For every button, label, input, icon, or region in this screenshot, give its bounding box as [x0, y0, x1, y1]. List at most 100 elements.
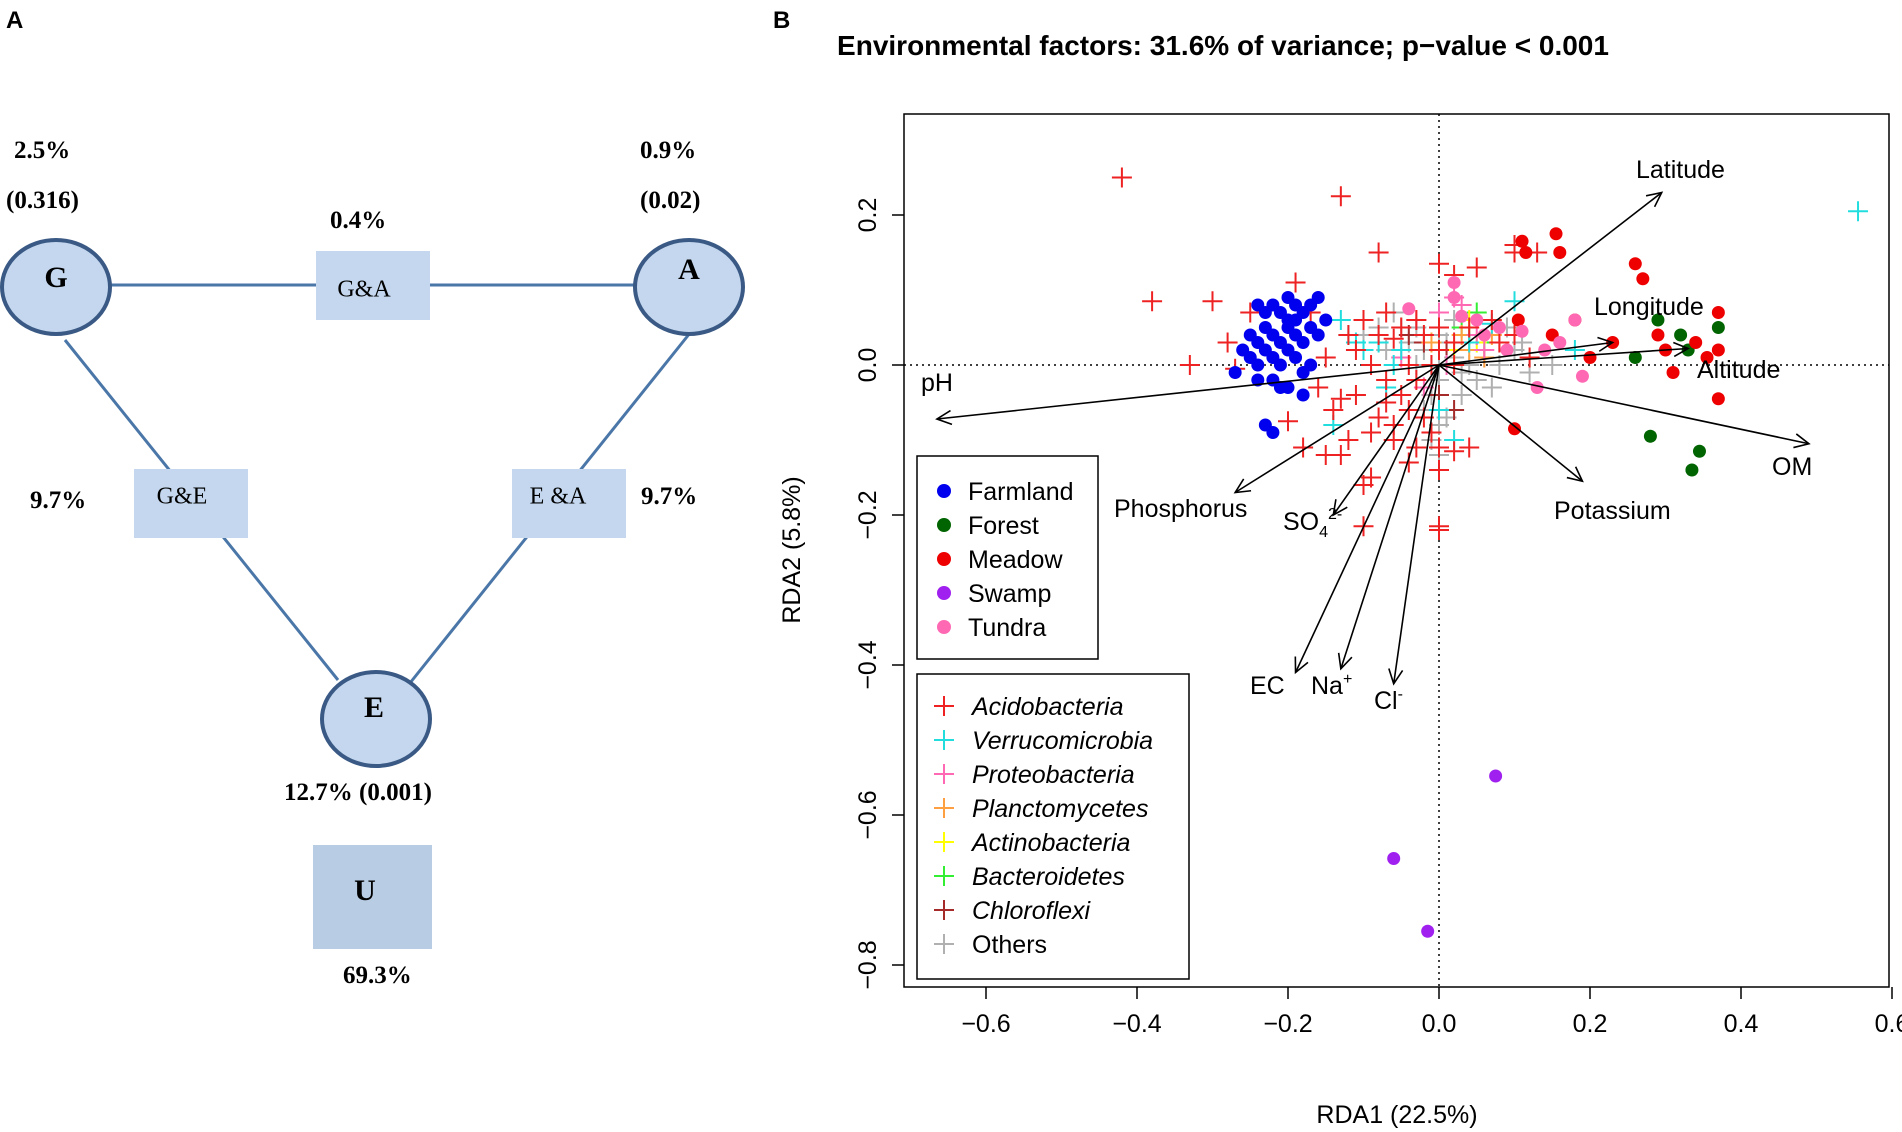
- taxon-point-acidobacteria: [1429, 460, 1449, 480]
- site-point-meadow: [1583, 351, 1597, 364]
- site-point-meadow: [1515, 234, 1529, 248]
- site-point-tundra: [1447, 276, 1461, 289]
- taxon-point-others: [1481, 377, 1502, 398]
- panel-b-label: B: [773, 7, 790, 34]
- legend-marker-verrucomicrobia: [934, 730, 954, 750]
- node-u-label: U: [354, 874, 376, 907]
- taxon-point-acidobacteria: [1179, 355, 1200, 375]
- taxon-point-acidobacteria: [1323, 400, 1344, 420]
- taxon-point-acidobacteria: [1278, 411, 1298, 432]
- taxon-point-acidobacteria: [1398, 452, 1419, 473]
- y-tick-label: 0.0: [854, 348, 882, 383]
- site-point-tundra: [1470, 313, 1484, 327]
- node-u: [313, 845, 432, 949]
- legend-label-actinobacteria: Actinobacteria: [970, 829, 1131, 857]
- taxon-point-acidobacteria: [1481, 310, 1502, 330]
- stat-u-percent: 69.3%: [343, 962, 412, 989]
- site-point-forest: [1711, 321, 1725, 334]
- site-point-meadow: [1700, 351, 1714, 364]
- site-point-meadow: [1711, 392, 1725, 406]
- taxon-point-acidobacteria: [1353, 310, 1374, 330]
- site-point-farmland: [1273, 358, 1287, 372]
- y-tick-label: 0.2: [854, 198, 882, 233]
- site-point-farmland: [1319, 313, 1333, 327]
- legend-marker-meadow: [937, 552, 951, 566]
- taxon-point-acidobacteria: [1429, 437, 1449, 458]
- legend-marker-chloroflexi: [934, 900, 954, 920]
- taxon-point-acidobacteria: [1398, 355, 1419, 375]
- taxa-points: [1111, 167, 1869, 540]
- taxon-point-acidobacteria: [1111, 167, 1132, 188]
- legend-marker-farmland: [937, 484, 951, 498]
- legend-marker-planctomycetes: [934, 798, 954, 818]
- vector-arrow-cl: [1388, 364, 1440, 686]
- vector-arrow-potassium: [1438, 364, 1584, 483]
- site-point-swamp: [1421, 924, 1435, 938]
- taxon-point-others: [1542, 355, 1563, 375]
- site-point-farmland: [1251, 373, 1265, 387]
- vector-label-om: OM: [1772, 453, 1812, 481]
- site-point-farmland: [1289, 313, 1303, 327]
- axis-ticks: −0.6 −0.4 −0.2 0.0 0.2 0.4 0.6 −0.8 −0.6 −0.4 −0.2…: [854, 198, 1902, 1038]
- legend-label-tundra: Tundra: [968, 614, 1046, 642]
- taxon-point-acidobacteria: [1459, 437, 1480, 458]
- taxon-point-acidobacteria: [1421, 422, 1442, 443]
- legend-label-farmland: Farmland: [968, 478, 1074, 506]
- vector-label-ph: pH: [921, 369, 953, 397]
- site-point-tundra: [1515, 324, 1529, 338]
- x-axis-label: RDA1 (22.5%): [1316, 1101, 1477, 1129]
- vector-label-latitude: Latitude: [1636, 156, 1725, 184]
- taxon-point-acidobacteria: [1315, 347, 1336, 368]
- taxon-point-acidobacteria: [1330, 186, 1351, 207]
- taxon-point-acidobacteria: [1413, 325, 1434, 345]
- stat-a-percent: 0.9%: [640, 137, 696, 164]
- taxon-point-acidobacteria: [1489, 332, 1510, 353]
- vector-labels: Latitude Longitude Altitude OM Potassium…: [921, 156, 1812, 715]
- legend-marker-others: [934, 934, 954, 954]
- taxon-point-acidobacteria: [1330, 388, 1351, 409]
- panel-b: B Environmental factors: 31.6% of varian…: [773, 7, 1902, 1129]
- site-point-meadow: [1636, 272, 1650, 286]
- taxon-point-acidobacteria: [1217, 332, 1238, 353]
- taxon-point-others: [1489, 355, 1510, 375]
- box-ea: [512, 469, 626, 538]
- vector-arrow-na: [1337, 364, 1440, 671]
- site-point-farmland: [1311, 291, 1325, 304]
- stat-a-pvalue: (0.02): [640, 187, 700, 214]
- x-tick-label: −0.4: [1112, 1010, 1161, 1038]
- site-point-tundra: [1553, 336, 1567, 349]
- node-e-label: E: [364, 691, 384, 724]
- y-tick-label: −0.6: [854, 790, 882, 839]
- site-point-swamp: [1489, 769, 1503, 783]
- site-point-tundra: [1575, 369, 1589, 383]
- legend-marker-tundra: [937, 620, 951, 634]
- stat-ge-percent: 9.7%: [30, 487, 86, 514]
- vector-arrow-om: [1438, 364, 1811, 449]
- site-legend: Farmland Forest Meadow Swamp Tundra: [937, 478, 1074, 642]
- site-point-farmland: [1304, 358, 1318, 372]
- site-point-tundra: [1402, 302, 1416, 316]
- taxon-point-proteobacteria: [1474, 340, 1495, 360]
- taxon-point-acidobacteria: [1429, 340, 1449, 360]
- x-tick-label: −0.6: [961, 1010, 1010, 1038]
- vector-arrow-longitude: [1438, 336, 1615, 366]
- site-point-meadow: [1689, 336, 1703, 349]
- box-ge: [134, 469, 248, 538]
- taxon-point-acidobacteria: [1240, 302, 1261, 323]
- site-point-meadow: [1508, 422, 1521, 436]
- site-point-forest: [1651, 313, 1665, 327]
- y-tick-label: −0.4: [854, 640, 882, 689]
- node-g-label: G: [44, 261, 67, 294]
- legend-label-planctomycetes: Planctomycetes: [972, 795, 1148, 823]
- site-point-meadow: [1553, 246, 1567, 259]
- taxon-point-verrucomicrobia: [1391, 340, 1412, 360]
- vector-label-potassium: Potassium: [1554, 497, 1671, 525]
- taxon-point-acidobacteria: [1368, 407, 1389, 428]
- site-point-farmland: [1296, 388, 1310, 402]
- taxon-point-acidobacteria: [1361, 422, 1382, 443]
- site-point-meadow: [1519, 246, 1533, 259]
- taxon-point-others: [1451, 385, 1472, 405]
- stat-g-percent: 2.5%: [14, 137, 70, 164]
- stat-g-pvalue: (0.316): [6, 187, 79, 214]
